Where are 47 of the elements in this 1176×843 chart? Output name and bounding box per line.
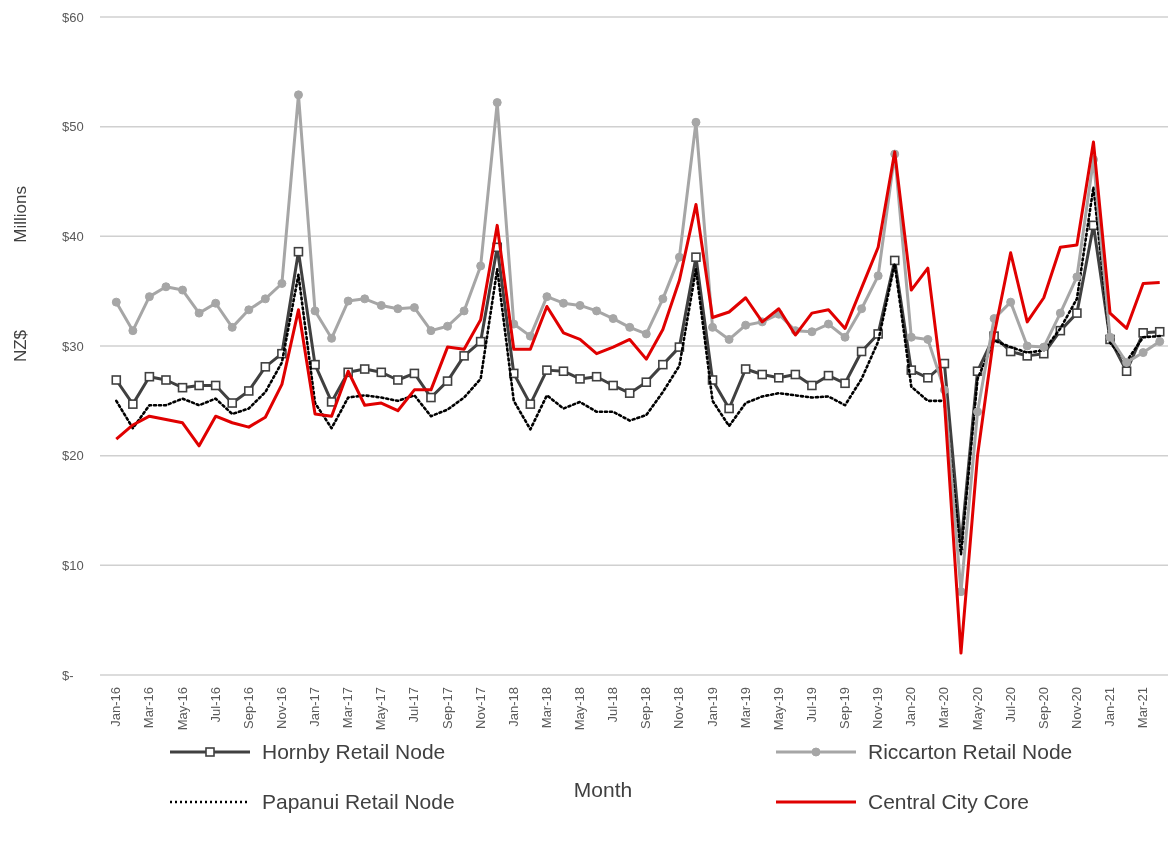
y-axis-title: NZ$ (11, 329, 30, 363)
x-tick-label: Jan-19 (704, 687, 720, 727)
legend-label: Papanui Retail Node (262, 790, 455, 814)
legend-label: Riccarton Retail Node (868, 740, 1073, 764)
x-tick-label: Jan-21 (1102, 687, 1118, 727)
y-tick-label: $60 (62, 9, 84, 25)
text: Millions (11, 186, 30, 243)
x-tick-label: May-18 (572, 687, 588, 731)
x-tick-label: Nov-20 (1068, 687, 1084, 729)
x-tick-label: Nov-16 (273, 687, 289, 729)
x-tick-label: Sep-18 (638, 687, 654, 729)
x-tick-label: Mar-21 (1135, 687, 1151, 729)
x-tick-label: Jan-17 (307, 687, 323, 727)
x-tick-label: Mar-19 (737, 687, 753, 729)
x-axis-title: Month (573, 778, 633, 801)
x-tick-label: Nov-19 (870, 687, 886, 729)
x-tick-label: Jan-16 (108, 687, 124, 727)
x-tick-label: Jul-19 (803, 687, 819, 723)
y-tick-label: $50 (62, 119, 84, 135)
y-tick-label: $- (62, 667, 74, 683)
x-tick-label: Jul-17 (406, 687, 422, 723)
x-tick-label: May-17 (373, 687, 389, 731)
x-tick-label: May-16 (174, 687, 190, 731)
x-tick-label: Mar-17 (340, 687, 356, 729)
x-tick-label: Jul-18 (605, 687, 621, 723)
x-tick-label: Jan-18 (505, 687, 521, 727)
x-tick-label: May-20 (969, 687, 985, 731)
x-tick-label: Nov-17 (472, 687, 488, 729)
legend-label: Hornby Retail Node (262, 740, 446, 764)
x-tick-label: Mar-20 (936, 687, 952, 729)
x-tick-label: Sep-19 (837, 687, 853, 729)
x-tick-label: Nov-18 (671, 687, 687, 729)
y-tick-label: $10 (62, 557, 84, 573)
x-tick-label: May-19 (770, 687, 786, 731)
y-tick-label: $30 (62, 338, 84, 354)
x-tick-label: Sep-17 (439, 687, 455, 729)
x-tick-label: Jan-20 (903, 687, 919, 727)
x-tick-label: Jul-16 (207, 687, 223, 723)
y-tick-label: $20 (62, 448, 84, 464)
x-tick-label: Sep-16 (240, 687, 256, 729)
x-tick-label: Sep-20 (1035, 687, 1051, 729)
x-tick-label: Mar-16 (141, 687, 157, 729)
legend-label: Central City Core (868, 790, 1030, 814)
x-tick-label: Mar-18 (538, 687, 554, 729)
line-series (114, 140, 1162, 655)
x-tick-label: Jul-20 (1002, 687, 1018, 723)
y-tick-label: $40 (62, 228, 84, 244)
